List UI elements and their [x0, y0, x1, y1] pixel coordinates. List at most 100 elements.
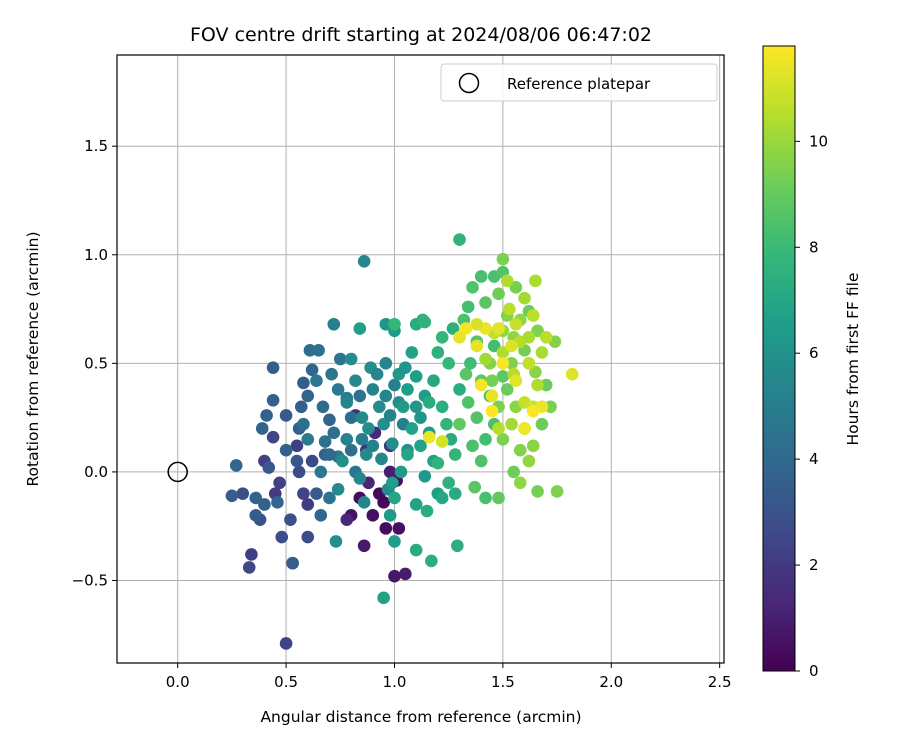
- data-point: [379, 317, 393, 331]
- data-point: [279, 409, 293, 422]
- data-point: [505, 339, 518, 353]
- data-point: [373, 400, 386, 414]
- colorbar-ticks: 0 2 4 6 8 10: [795, 132, 828, 680]
- data-point: [461, 300, 475, 314]
- data-point: [518, 422, 531, 435]
- data-point: [301, 530, 315, 544]
- data-point: [453, 417, 466, 431]
- data-point: [448, 448, 462, 461]
- data-point: [526, 404, 540, 418]
- data-point: [535, 417, 549, 431]
- data-point: [329, 535, 343, 548]
- data-point: [487, 339, 501, 353]
- data-point: [442, 357, 455, 370]
- data-point: [492, 322, 505, 335]
- data-point: [496, 433, 510, 446]
- data-point: [292, 465, 306, 479]
- y-tick-label: −0.5: [72, 571, 108, 589]
- data-point: [513, 476, 527, 490]
- data-point: [301, 498, 315, 511]
- data-point: [318, 435, 332, 448]
- data-point: [262, 461, 276, 474]
- data-point: [388, 491, 401, 505]
- data-point: [505, 417, 518, 431]
- data-point: [535, 346, 549, 359]
- data-point: [366, 439, 380, 453]
- data-point: [418, 315, 432, 329]
- data-point: [492, 491, 505, 505]
- data-point: [353, 472, 367, 485]
- data-point: [303, 344, 317, 357]
- data-point: [409, 370, 423, 383]
- data-point: [377, 417, 390, 431]
- data-point: [492, 422, 505, 435]
- data-point: [379, 522, 393, 535]
- data-point: [273, 476, 286, 490]
- data-point: [420, 504, 434, 518]
- data-point: [522, 357, 536, 370]
- data-point: [440, 417, 453, 431]
- data-point: [383, 509, 397, 522]
- data-point: [485, 374, 499, 388]
- data-point: [286, 556, 299, 570]
- data-point: [479, 352, 492, 366]
- data-point: [526, 439, 540, 453]
- data-point: [442, 476, 455, 490]
- data-point: [362, 422, 375, 435]
- data-point: [297, 487, 310, 500]
- colorbar-tick-label: 6: [809, 344, 819, 362]
- colorbar-tick-label: 10: [809, 132, 828, 150]
- data-point: [474, 270, 488, 283]
- x-tick-label: 0.5: [274, 673, 298, 691]
- legend: Reference platepar: [440, 63, 718, 102]
- data-point: [496, 346, 510, 359]
- data-point: [301, 433, 315, 446]
- data-point: [470, 411, 484, 424]
- y-axis-ticks: −0.5 0.0 0.5 1.0 1.5: [72, 137, 117, 589]
- data-point: [279, 443, 293, 457]
- colorbar-tick-label: 2: [809, 556, 819, 574]
- data-point: [485, 389, 499, 403]
- colorbar-label: Hours from first FF file: [844, 273, 862, 446]
- data-point: [294, 400, 308, 414]
- data-point: [474, 454, 488, 468]
- data-point: [565, 367, 579, 381]
- data-point: [266, 430, 280, 444]
- data-point: [357, 254, 371, 268]
- data-point: [405, 422, 419, 435]
- data-point: [418, 469, 432, 483]
- data-point: [550, 485, 564, 498]
- data-point: [327, 317, 341, 331]
- data-point: [340, 513, 354, 526]
- data-point: [470, 317, 484, 331]
- data-point: [509, 374, 523, 388]
- data-point: [379, 389, 393, 403]
- data-point: [522, 330, 536, 344]
- data-point: [544, 400, 557, 414]
- data-point: [388, 317, 401, 331]
- data-point: [344, 443, 358, 457]
- data-point: [470, 339, 484, 353]
- data-point: [301, 389, 315, 403]
- reference-point-marker: [167, 461, 188, 483]
- data-point: [431, 346, 445, 359]
- data-point: [312, 344, 325, 357]
- data-point: [279, 637, 293, 650]
- x-tick-label: 1.0: [383, 673, 407, 691]
- data-point: [496, 370, 510, 383]
- data-point: [409, 543, 423, 557]
- data-point: [414, 439, 427, 453]
- data-point: [531, 324, 544, 338]
- data-point: [496, 357, 510, 370]
- data-point: [529, 365, 542, 379]
- data-point: [331, 482, 345, 496]
- data-point: [242, 561, 256, 574]
- data-point: [275, 530, 289, 544]
- data-point: [323, 491, 336, 505]
- data-point: [386, 437, 399, 450]
- data-point: [249, 509, 263, 522]
- data-point: [526, 309, 540, 322]
- data-point: [327, 426, 341, 440]
- data-point: [431, 456, 445, 470]
